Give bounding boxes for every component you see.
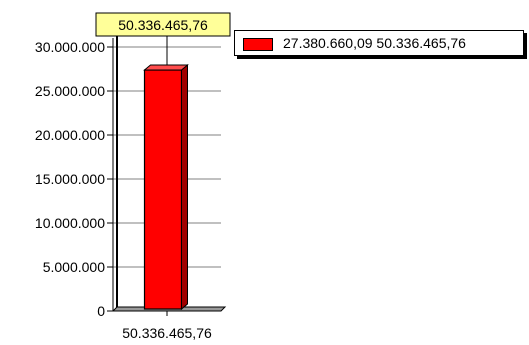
y-tick-label: 0 [97, 303, 105, 319]
legend-entry-label: 27.380.660,09 50.336.465,76 [283, 35, 466, 51]
value-callout: 50.336.465,76 [95, 12, 231, 66]
y-tick-label: 15.000.000 [35, 171, 105, 187]
y-tick-label: 25.000.000 [35, 83, 105, 99]
y-tick-label: 30.000.000 [35, 39, 105, 55]
bars [143, 63, 189, 311]
y-tick-label: 10.000.000 [35, 215, 105, 231]
y-tick-label: 5.000.000 [43, 259, 105, 275]
y-tick-label: 20.000.000 [35, 127, 105, 143]
legend: 27.380.660,09 50.336.465,76 [234, 30, 524, 56]
callout-box [95, 12, 231, 37]
bar-top [143, 64, 189, 71]
y-axis: 0 5.000.000 10.000.000 15.000.000 20.000.000… [35, 34, 227, 319]
x-tick-label: 50.336.465,76 [122, 325, 212, 341]
bar [143, 69, 183, 310]
legend-swatch-icon [243, 38, 273, 51]
x-axis: 50.336.465,76 [122, 311, 212, 341]
bar-side [181, 63, 188, 311]
callout-label: 50.336.465,76 [118, 17, 208, 33]
